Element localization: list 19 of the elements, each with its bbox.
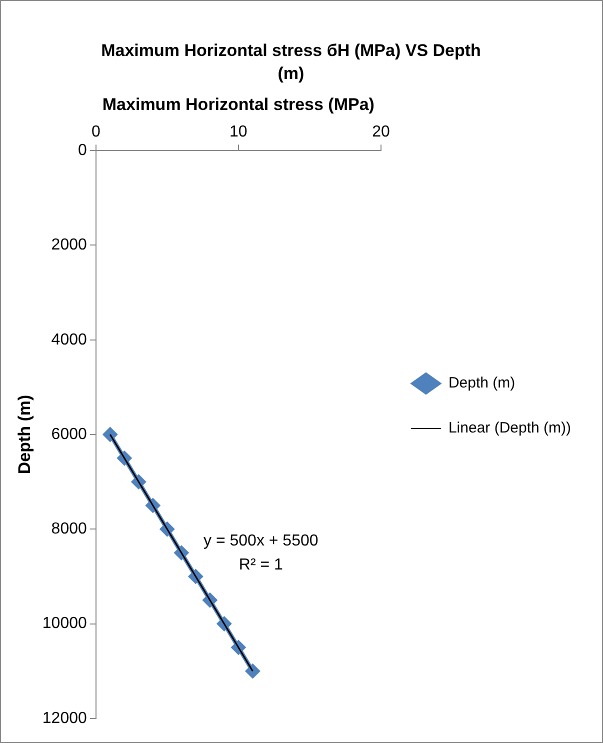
y-tick-label: 2000 [51, 236, 87, 254]
y-tick-label: 0 [78, 142, 87, 160]
point [102, 427, 118, 442]
y-tick-label: 10000 [42, 615, 87, 632]
x-tick-label: 0 [91, 123, 100, 140]
y-tick-label: 8000 [51, 520, 87, 538]
y-tick-label: 4000 [51, 331, 87, 348]
x-tick-label: 20 [372, 123, 390, 140]
x-tick-label: 10 [230, 123, 248, 140]
legend-label: Linear (Depth (m)) [448, 420, 572, 437]
legend-label: Depth (m) [448, 374, 516, 392]
annotation: R² = 1 [238, 556, 283, 574]
point [245, 664, 260, 679]
annotation: y = 500x + 5500 [204, 532, 318, 550]
y-axis-title: Depth (m) [14, 394, 34, 474]
y-tick-label: 6000 [51, 426, 87, 443]
y-tick-label: 12000 [42, 710, 87, 727]
chart-title: Maximum Horizontal stress бH (MPa) VS Depth (m) [101, 40, 481, 85]
x-axis-title: Maximum Horizontal stress (MPa) [102, 94, 374, 114]
